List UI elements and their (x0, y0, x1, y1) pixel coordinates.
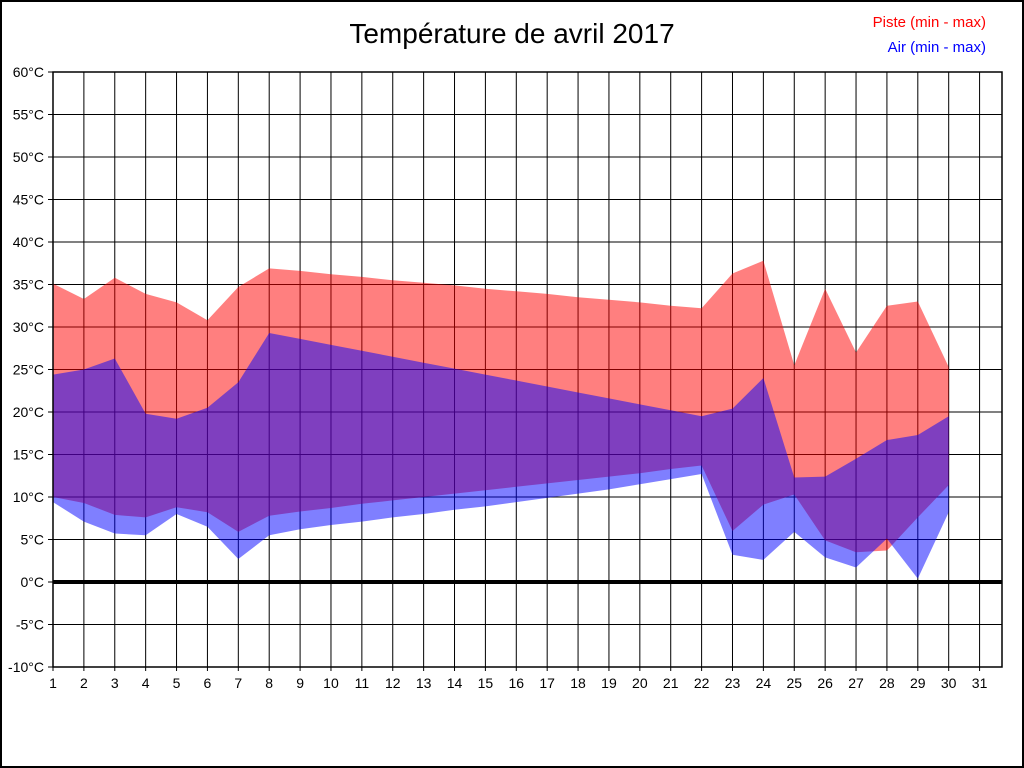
svg-text:9: 9 (296, 675, 304, 691)
svg-text:35°C: 35°C (13, 277, 44, 293)
legend: Piste (min - max) Air (min - max) (873, 10, 986, 60)
svg-text:30°C: 30°C (13, 319, 44, 335)
svg-text:19: 19 (601, 675, 617, 691)
svg-text:22: 22 (694, 675, 710, 691)
svg-text:10°C: 10°C (13, 489, 44, 505)
svg-text:29: 29 (910, 675, 926, 691)
svg-text:12: 12 (385, 675, 401, 691)
svg-text:5°C: 5°C (21, 532, 45, 548)
svg-text:45°C: 45°C (13, 192, 44, 208)
svg-text:10: 10 (323, 675, 339, 691)
svg-text:16: 16 (509, 675, 525, 691)
svg-text:50°C: 50°C (13, 149, 44, 165)
svg-text:60°C: 60°C (13, 64, 44, 80)
svg-text:1: 1 (49, 675, 57, 691)
svg-text:28: 28 (879, 675, 895, 691)
svg-text:55°C: 55°C (13, 107, 44, 123)
legend-air-label: Air (min - max) (887, 39, 986, 56)
svg-text:8: 8 (265, 675, 273, 691)
svg-text:26: 26 (817, 675, 833, 691)
svg-text:23: 23 (725, 675, 741, 691)
svg-text:2: 2 (80, 675, 88, 691)
svg-text:0°C: 0°C (21, 574, 45, 590)
svg-text:11: 11 (355, 675, 370, 691)
svg-text:21: 21 (663, 675, 679, 691)
svg-text:25°C: 25°C (13, 362, 44, 378)
svg-text:18: 18 (570, 675, 586, 691)
chart-title: Température de avril 2017 (349, 18, 675, 49)
legend-piste-label: Piste (min - max) (872, 14, 986, 31)
svg-text:30: 30 (941, 675, 957, 691)
svg-text:20: 20 (632, 675, 648, 691)
svg-text:5: 5 (173, 675, 181, 691)
svg-text:25: 25 (786, 675, 802, 691)
svg-text:4: 4 (142, 675, 150, 691)
svg-text:15°C: 15°C (13, 447, 44, 463)
svg-text:-5°C: -5°C (16, 617, 44, 633)
svg-text:31: 31 (972, 675, 988, 691)
svg-text:24: 24 (756, 675, 772, 691)
svg-text:40°C: 40°C (13, 234, 44, 250)
svg-text:3: 3 (111, 675, 119, 691)
svg-text:14: 14 (447, 675, 463, 691)
svg-text:-10°C: -10°C (8, 659, 44, 675)
svg-text:13: 13 (416, 675, 432, 691)
svg-text:6: 6 (204, 675, 212, 691)
svg-text:15: 15 (478, 675, 494, 691)
svg-text:17: 17 (539, 675, 555, 691)
svg-text:7: 7 (234, 675, 242, 691)
svg-text:20°C: 20°C (13, 404, 44, 420)
svg-text:27: 27 (848, 675, 864, 691)
